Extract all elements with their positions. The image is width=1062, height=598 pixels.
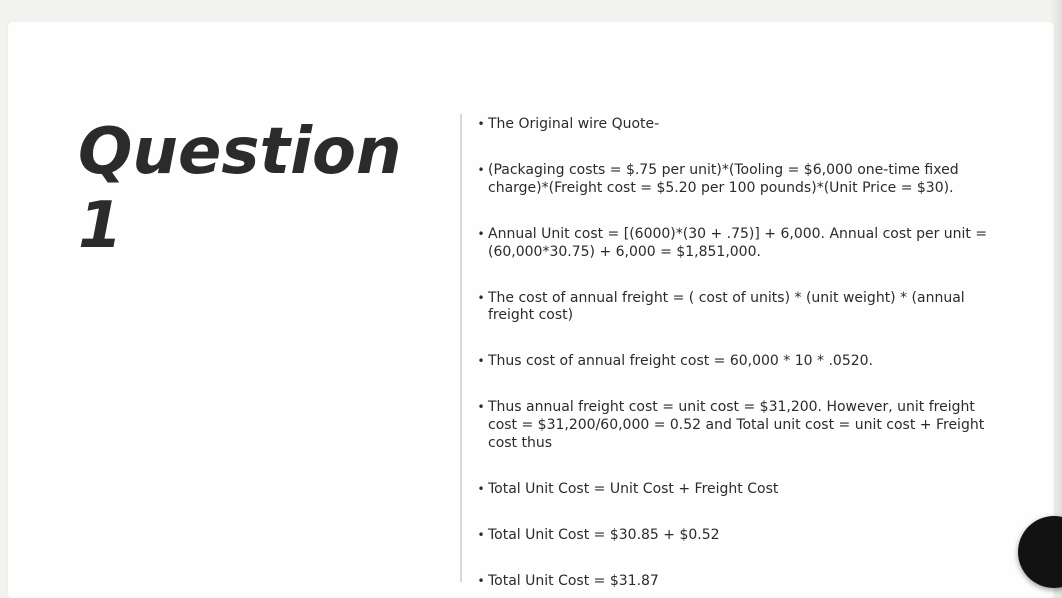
vertical-divider (460, 114, 462, 582)
bullet-content: • The Original wire Quote- • (Packaging … (476, 116, 1004, 568)
bullet-text: The Original wire Quote- (486, 116, 1004, 134)
bullet-item: • Thus cost of annual freight cost = 60,… (476, 353, 1004, 371)
bullet-text: Total Unit Cost = Unit Cost + Freight Co… (486, 481, 1004, 499)
bullet-text: Total Unit Cost = $30.85 + $0.52 (486, 527, 1004, 545)
bullet-item: • Annual Unit cost = [(6000)*(30 + .75)]… (476, 226, 1004, 262)
bullet-item: • The cost of annual freight = ( cost of… (476, 290, 1004, 326)
bullet-dot-icon: • (476, 573, 486, 588)
bullet-item: • Total Unit Cost = Unit Cost + Freight … (476, 481, 1004, 499)
bullet-text: The cost of annual freight = ( cost of u… (486, 290, 1004, 326)
bullet-text: Annual Unit cost = [(6000)*(30 + .75)] +… (486, 226, 1004, 262)
bullet-dot-icon: • (476, 226, 486, 241)
bullet-dot-icon: • (476, 481, 486, 496)
slide-card: Question 1 • The Original wire Quote- • … (8, 22, 1054, 598)
bullet-text: Thus cost of annual freight cost = 60,00… (486, 353, 1004, 371)
bullet-dot-icon: • (476, 353, 486, 368)
bullet-text: (Packaging costs = $.75 per unit)*(Tooli… (486, 162, 1004, 198)
bullet-item: • (Packaging costs = $.75 per unit)*(Too… (476, 162, 1004, 198)
bullet-dot-icon: • (476, 162, 486, 177)
bullet-dot-icon: • (476, 116, 486, 131)
bullet-dot-icon: • (476, 527, 486, 542)
bullet-dot-icon: • (476, 399, 486, 414)
bullet-text: Thus annual freight cost = unit cost = $… (486, 399, 1004, 453)
bullet-dot-icon: • (476, 290, 486, 305)
bullet-item: • Total Unit Cost = $30.85 + $0.52 (476, 527, 1004, 545)
bullet-item: • Total Unit Cost = $31.87 (476, 573, 1004, 591)
bullet-item: • The Original wire Quote- (476, 116, 1004, 134)
bullet-text: Total Unit Cost = $31.87 (486, 573, 1004, 591)
bullet-item: • Thus annual freight cost = unit cost =… (476, 399, 1004, 453)
page-root: Question 1 • The Original wire Quote- • … (0, 0, 1062, 598)
slide-heading: Question 1 (78, 116, 408, 263)
